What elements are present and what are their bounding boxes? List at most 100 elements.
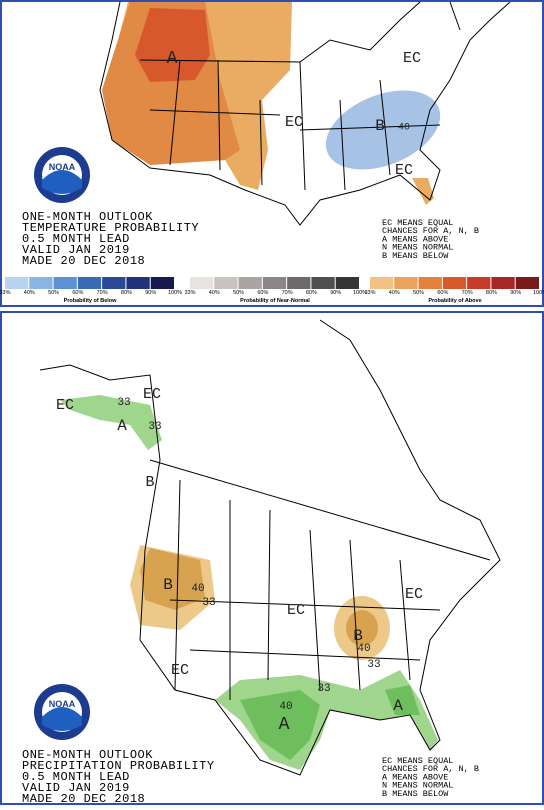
map-label: 33 (148, 421, 161, 433)
map-label: 33 (317, 683, 330, 695)
color-swatch (311, 277, 335, 289)
colorbar-tick: 100% (533, 290, 544, 296)
title-line: VALID JAN 2019 (22, 243, 130, 257)
map-label: A (167, 49, 178, 69)
color-swatch (102, 277, 126, 289)
color-swatch (29, 277, 53, 289)
map-label: 33 (117, 397, 130, 409)
colorbar-tick: 60% (72, 290, 83, 296)
legend-line: A MEANS ABOVE (382, 234, 448, 244)
title-line: TEMPERATURE PROBABILITY (22, 221, 199, 235)
noaa-logo: NOAA (34, 147, 90, 203)
legend-line: N MEANS NORMAL (382, 243, 453, 253)
color-swatch (190, 277, 214, 289)
color-swatch (262, 277, 287, 289)
title-line: ONE-MONTH OUTLOOK (22, 210, 153, 224)
legend-line: CHANCES FOR A, N, B (382, 764, 479, 774)
map-label: 40 (357, 643, 370, 655)
legend-line: B MEANS BELOW (382, 251, 449, 261)
boundaries (99, 1, 511, 226)
above-33 (60, 395, 162, 450)
above-40 (240, 685, 420, 760)
color-swatch (238, 277, 262, 289)
map-label: EC (403, 50, 421, 67)
map-label: 33 (202, 597, 215, 609)
map-label: EC (395, 162, 413, 179)
map-label: 33 (367, 659, 380, 671)
colorbar-tick: 33% (364, 290, 375, 296)
map-label: EC (285, 114, 303, 131)
colorbar-tick: 40% (24, 290, 35, 296)
colorbar-tick: 40% (389, 290, 400, 296)
map-label: 40 (279, 701, 292, 713)
colorbar-tick: 70% (462, 290, 473, 296)
map-label: EC (287, 602, 305, 619)
colorbar-tick: 80% (121, 290, 132, 296)
color-swatch (5, 277, 29, 289)
title-line: PRECIPITATION PROBABILITY (22, 759, 215, 773)
colorbar-tick: 90% (145, 290, 156, 296)
color-swatch (335, 277, 359, 289)
colorbar-tick: 70% (97, 290, 108, 296)
title-line: MADE 20 DEC 2018 (22, 254, 145, 268)
title-line: 0.5 MONTH LEAD (22, 770, 130, 784)
map-label: EC (56, 397, 74, 414)
temperature-shading (102, 2, 441, 205)
title-line: MADE 20 DEC 2018 (22, 792, 145, 805)
legend-line: N MEANS NORMAL (382, 781, 453, 791)
legend-line: CHANCES FOR A, N, B (382, 226, 479, 236)
color-swatch (287, 277, 311, 289)
colorbar-tick: 90% (510, 290, 521, 296)
colorbar-tick: 70% (282, 290, 293, 296)
map-label: A (393, 697, 403, 715)
title-line: 0.5 MONTH LEAD (22, 232, 130, 246)
map-label: B (163, 576, 173, 594)
colorbar-tick: 80% (306, 290, 317, 296)
map-label: 40 (398, 123, 410, 134)
map-label: 40 (191, 583, 204, 595)
legend-line: EC MEANS EQUAL (382, 756, 453, 766)
below-40 (346, 610, 378, 646)
map-label: B (375, 117, 385, 135)
map-label: B (145, 474, 154, 491)
color-swatch (150, 277, 174, 289)
below-40 (140, 548, 205, 610)
map-label: A (117, 417, 127, 435)
map-label: EC (405, 586, 423, 603)
colorbar-tick: 80% (486, 290, 497, 296)
legend-line: B MEANS BELOW (382, 789, 449, 799)
colorbar-tick: 60% (257, 290, 268, 296)
logo-text: NOAA (49, 162, 76, 172)
colorbar-tick: 33% (0, 290, 11, 296)
colorbar-tick: 60% (437, 290, 448, 296)
map-label: A (279, 715, 290, 735)
colorbar-tick: 40% (209, 290, 220, 296)
color-swatch (77, 277, 102, 289)
above-50 (135, 8, 210, 82)
color-swatch (515, 277, 539, 289)
below-33 (325, 90, 441, 170)
colorbar-group: Probability of Near-Normal (240, 298, 310, 304)
color-swatch (491, 277, 515, 289)
title-line: VALID JAN 2019 (22, 781, 130, 795)
color-swatch (214, 277, 238, 289)
boundaries (39, 319, 501, 776)
map-label: B (353, 627, 363, 645)
color-swatch (126, 277, 150, 289)
colorbar-tick: 100% (168, 290, 182, 296)
colorbar-tick: 50% (48, 290, 59, 296)
color-swatch (370, 277, 394, 289)
color-swatch (442, 277, 467, 289)
map-label: EC (143, 386, 161, 403)
legend-line: A MEANS ABOVE (382, 772, 448, 782)
colorbar-group: Probability of Above (428, 298, 481, 304)
precipitation-shading (60, 395, 438, 770)
colorbar-tick: 50% (413, 290, 424, 296)
color-swatch (467, 277, 491, 289)
noaa-logo: NOAA (34, 684, 90, 740)
title-line: ONE-MONTH OUTLOOK (22, 748, 153, 762)
colorbar-group: Probability of Below (64, 298, 118, 304)
map-label: EC (171, 662, 189, 679)
color-swatch (394, 277, 418, 289)
